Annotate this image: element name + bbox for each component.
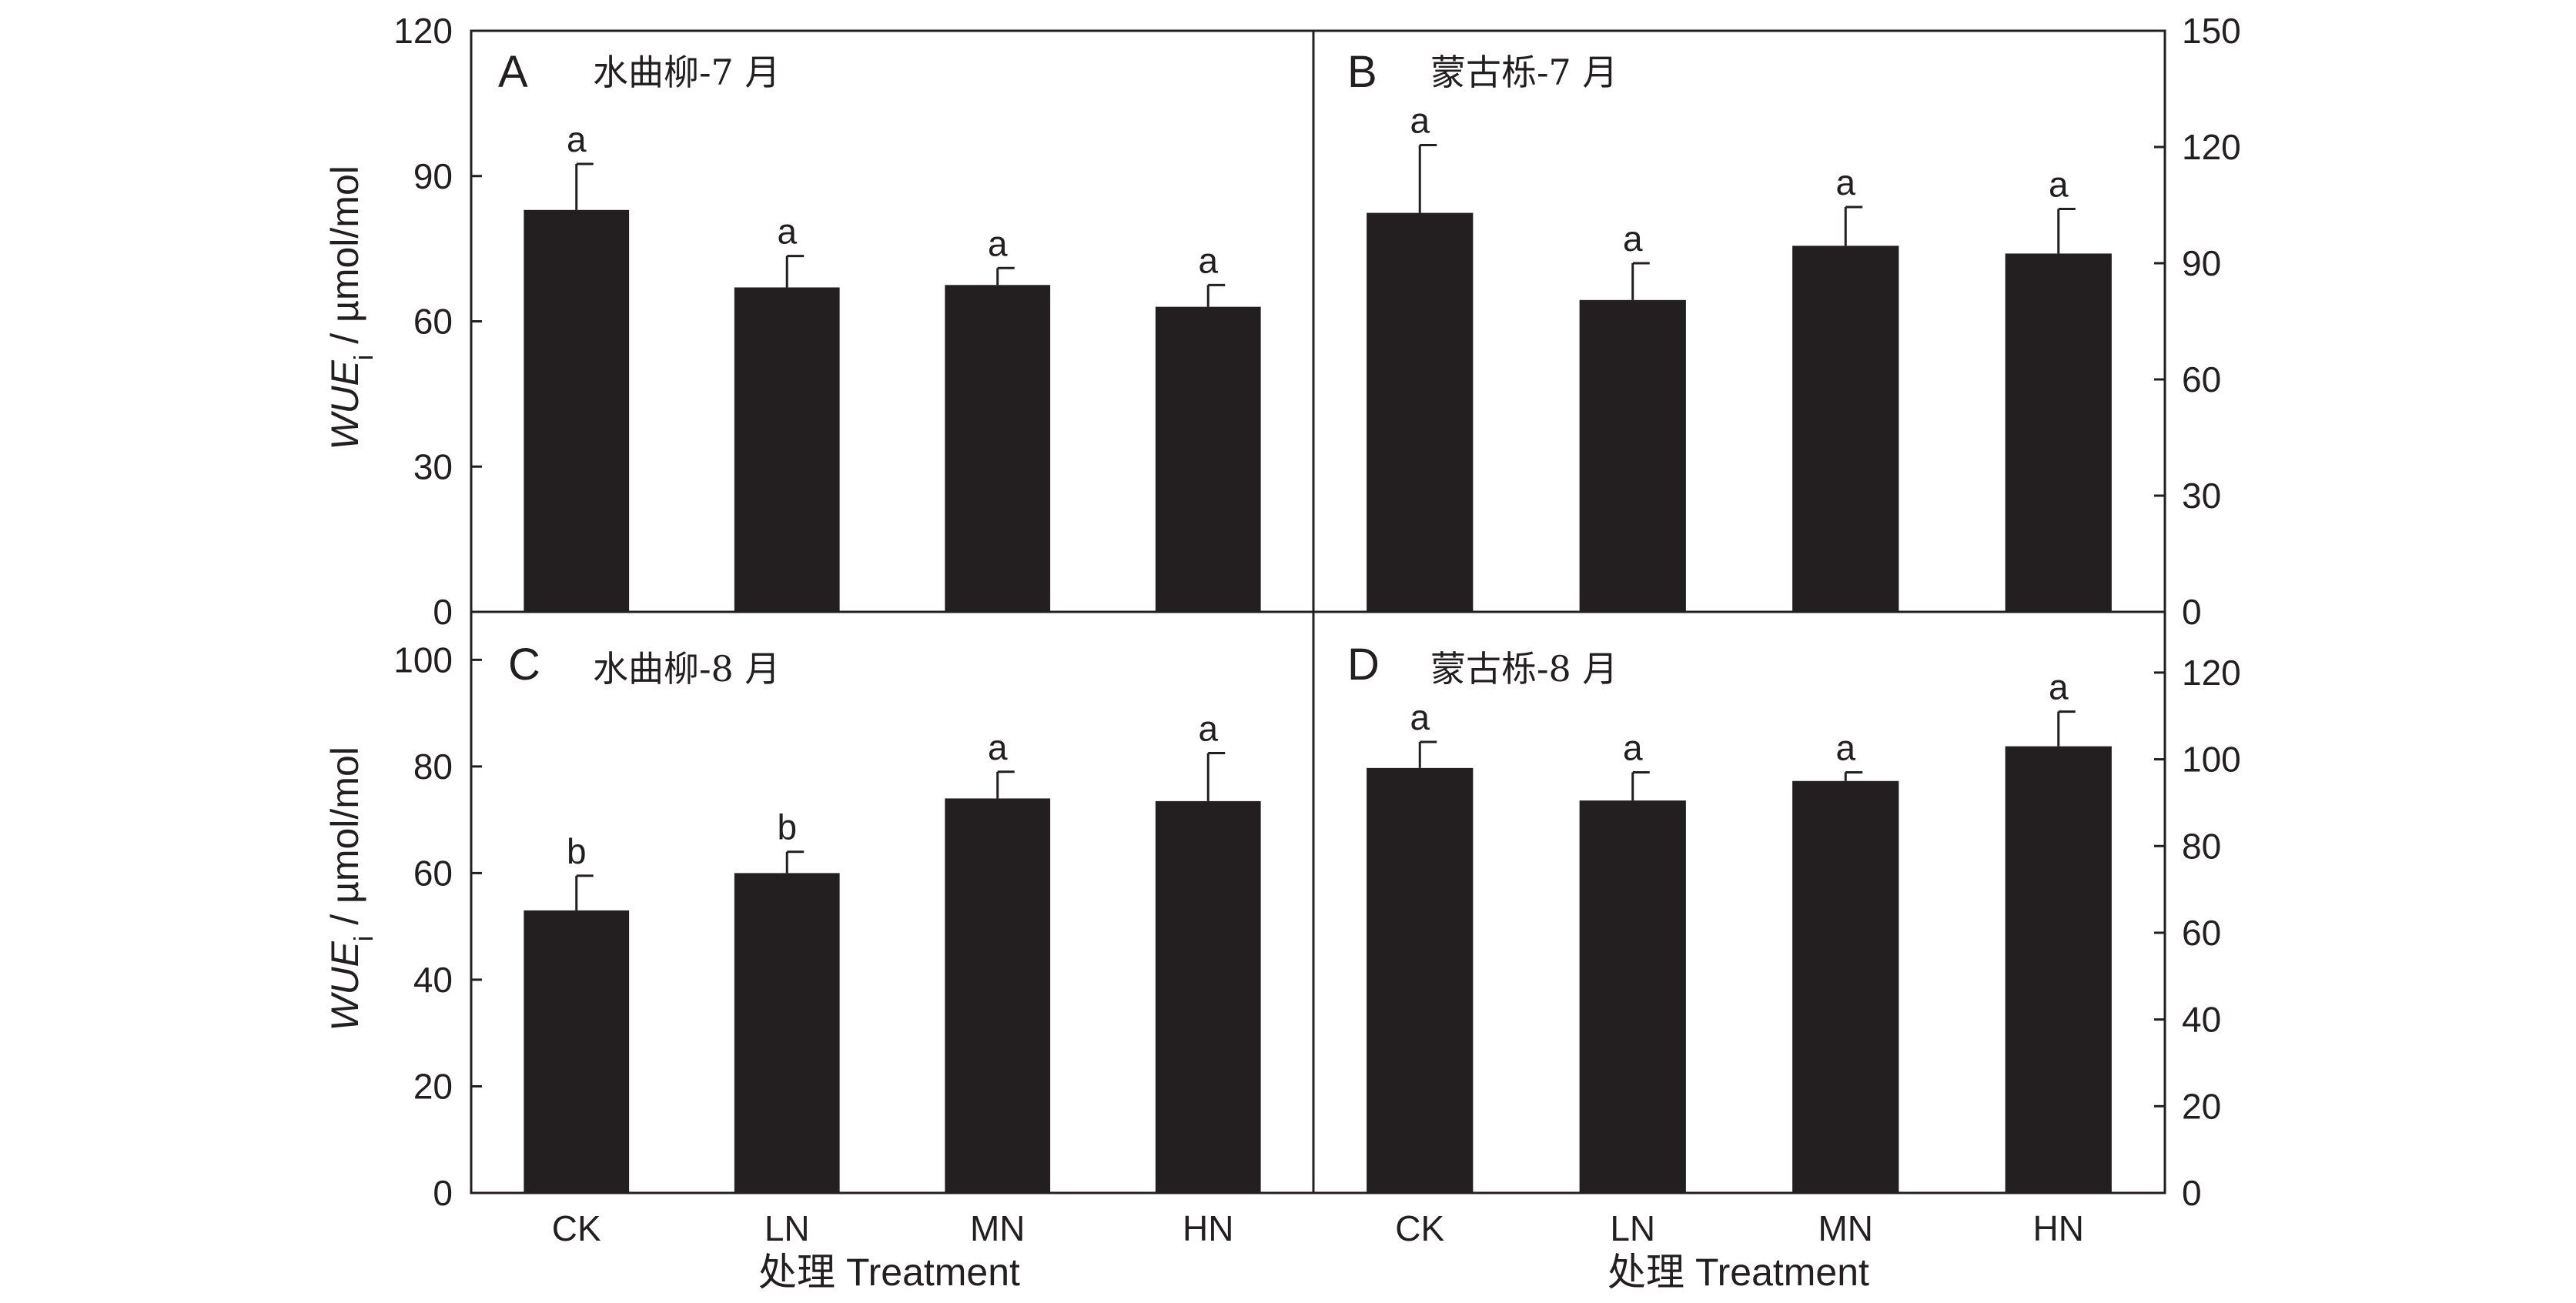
panel-d: D 蒙古栎-8 月 0 20 40 60 80 100 120 a CK a LN a MN a HN (1347, 640, 2241, 1248)
y-tick-label: 40 (413, 960, 453, 1000)
bar (1792, 246, 1899, 612)
y-tick-label: 40 (2182, 1000, 2221, 1040)
y-tick-label: 0 (433, 592, 453, 632)
bar (524, 910, 630, 1193)
x-axis-label-left: 处理 Treatment (758, 1251, 1020, 1294)
y-tick-label: 20 (413, 1066, 453, 1106)
y-tick-label: 120 (2182, 127, 2241, 167)
significance-letter: a (1623, 219, 1643, 259)
x-tick-label: MN (970, 1208, 1025, 1248)
bar (734, 873, 840, 1193)
y-tick-label: 100 (393, 640, 453, 680)
x-tick-label: MN (1818, 1208, 1873, 1248)
panel-letter: D (1347, 640, 1380, 690)
y-tick-label: 0 (2182, 1173, 2202, 1213)
y-tick-label: 120 (2182, 653, 2241, 693)
y-tick-label: 80 (413, 747, 453, 787)
significance-letter: a (988, 727, 1008, 767)
bar (1155, 800, 1261, 1193)
y-tick-label: 0 (433, 1173, 453, 1213)
significance-letter: a (1623, 727, 1643, 767)
bar (524, 209, 630, 613)
y-tick-label: 30 (2182, 476, 2221, 516)
bar (1792, 780, 1899, 1193)
bar (1155, 306, 1261, 612)
panel-letter: B (1347, 47, 1377, 97)
y-tick-label: 60 (413, 302, 453, 342)
bar (945, 798, 1051, 1193)
bar (2005, 253, 2112, 612)
y-label-sub: i (350, 936, 379, 942)
x-tick-label: HN (1183, 1208, 1233, 1248)
x-tick-label: LN (764, 1208, 810, 1248)
significance-letter: a (988, 223, 1008, 263)
bar (734, 287, 840, 612)
y-label-unit: / µmol/mol (323, 165, 366, 355)
y-tick-label: 80 (2182, 826, 2221, 866)
y-label-main: WUE (323, 360, 366, 450)
y-tick-label: 90 (2182, 243, 2221, 283)
significance-letter: a (1410, 100, 1430, 140)
y-tick-label: 120 (393, 11, 453, 51)
x-tick-label: CK (552, 1208, 601, 1248)
significance-letter: a (777, 212, 797, 252)
significance-letter: a (1198, 709, 1218, 749)
significance-letter: a (1835, 162, 1855, 202)
panel-title: 蒙古栎-8 月 (1430, 648, 1618, 690)
panel-title: 水曲柳-8 月 (593, 648, 780, 690)
y-tick-label: 30 (413, 446, 453, 486)
panel-letter: C (508, 640, 540, 690)
y-tick-label: 20 (2182, 1086, 2221, 1126)
x-tick-label: HN (2033, 1208, 2084, 1248)
x-tick-label: CK (1395, 1208, 1444, 1248)
bar (2005, 746, 2112, 1193)
y-tick-label: 0 (2182, 592, 2202, 632)
significance-letter: a (2049, 165, 2069, 205)
panel-letter: A (498, 47, 528, 97)
y-tick-label: 90 (413, 156, 453, 196)
bar (1579, 800, 1686, 1193)
y-tick-label: 60 (2182, 913, 2221, 953)
y-axis-label-bottom: WUEi / µmol/mol (323, 747, 379, 1031)
y-label-sub: i (350, 355, 379, 361)
y-tick-label: 150 (2182, 11, 2241, 51)
bar (1579, 299, 1686, 612)
y-tick-label: 60 (2182, 359, 2221, 399)
significance-letter: a (1410, 697, 1430, 737)
significance-letter: b (777, 807, 797, 847)
significance-letter: a (1198, 240, 1218, 280)
bar (1367, 767, 1474, 1193)
panel-title: 水曲柳-7 月 (593, 52, 780, 93)
x-axis-label-right: 处理 Treatment (1607, 1251, 1869, 1294)
significance-letter: a (1835, 727, 1855, 767)
panel-c: C 水曲柳-8 月 0 20 40 60 80 100 b CK b LN a MN a HN (393, 640, 1261, 1248)
panel-b: B 蒙古栎-7 月 0 30 60 90 120 150 a a a a (1347, 11, 2241, 632)
x-tick-label: LN (1610, 1208, 1655, 1248)
significance-letter: a (2049, 667, 2069, 707)
significance-letter: a (567, 119, 587, 159)
panel-a: A 水曲柳-7 月 0 30 60 90 120 a a a a (393, 11, 1261, 632)
y-tick-label: 60 (413, 853, 453, 893)
bar (1367, 212, 1474, 613)
y-tick-label: 100 (2182, 740, 2241, 780)
y-label-main: WUE (323, 941, 366, 1031)
panel-title: 蒙古栎-7 月 (1430, 52, 1618, 93)
bar (945, 285, 1051, 612)
significance-letter: b (567, 831, 587, 871)
y-label-unit: / µmol/mol (323, 747, 366, 936)
y-axis-label-top: WUEi / µmol/mol (323, 165, 379, 450)
